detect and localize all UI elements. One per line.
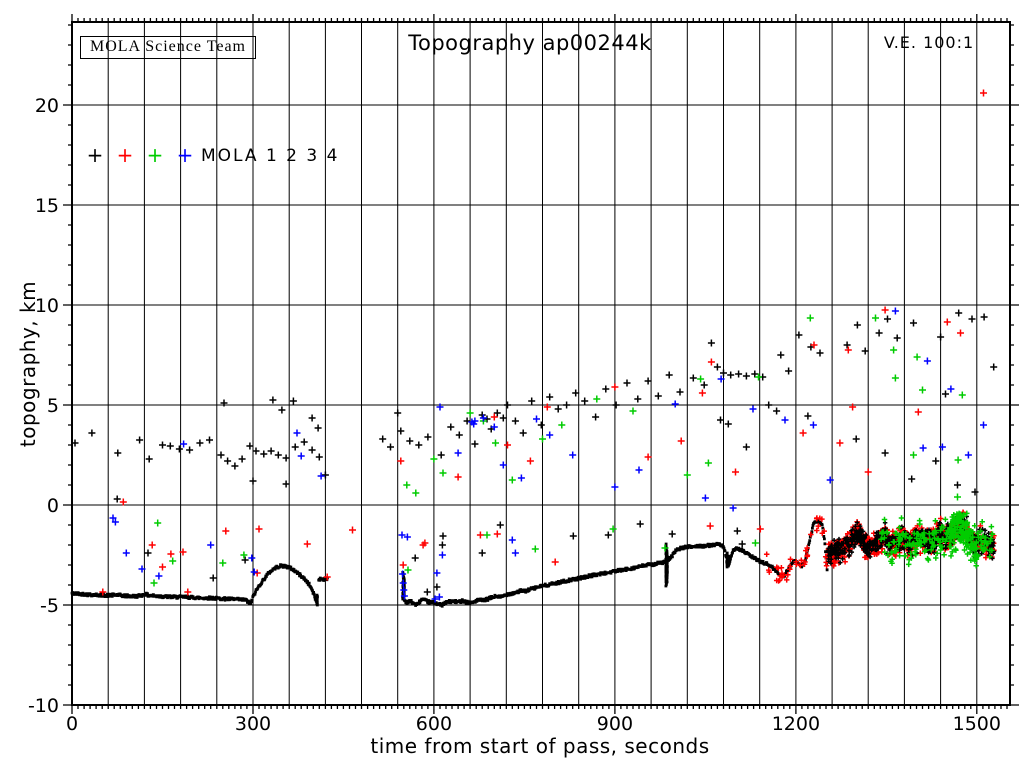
noise-points-ch3 <box>150 314 966 587</box>
noise-points-ch4 <box>109 307 987 603</box>
vertical-exaggeration-label: V.E. 100:1 <box>883 33 975 52</box>
ground-track-series <box>70 518 995 608</box>
noise-band-ch3 <box>947 510 980 569</box>
noise-points-ch2 <box>99 89 987 596</box>
y-tick-label: 10 <box>35 295 59 317</box>
tick-labels: 0 300 600 900 1200 1500 -10 -5 0 5 10 15 20 <box>28 95 1001 735</box>
gridlines <box>72 22 1010 705</box>
y-tick-label: -5 <box>40 595 59 617</box>
watermark-box: MOLA Science Team <box>80 36 256 59</box>
legend-marker-mola2-plus-icon: + <box>116 143 134 167</box>
y-tick-label: 20 <box>35 95 59 117</box>
noise-points-ch1 <box>71 309 998 596</box>
plot-border <box>71 21 1011 706</box>
x-tick-label: 1200 <box>772 713 820 735</box>
x-tick-label: 1500 <box>953 713 1001 735</box>
y-axis-title: topography, km <box>16 280 40 448</box>
legend-marker-mola4-plus-icon: + <box>176 143 194 167</box>
x-tick-label: 300 <box>235 713 271 735</box>
y-tick-label: 15 <box>35 195 59 217</box>
legend-label: MOLA 1 2 3 4 <box>201 146 340 166</box>
noise-band-ch2 <box>763 515 830 584</box>
legend-marker-mola3-plus-icon: + <box>146 143 164 167</box>
x-tick-label: 600 <box>416 713 452 735</box>
y-tick-label: 5 <box>47 395 59 417</box>
legend-marker-mola1-plus-icon: + <box>86 143 104 167</box>
axis-ticks <box>63 14 1019 714</box>
x-tick-label: 900 <box>597 713 633 735</box>
y-tick-label: 0 <box>47 495 59 517</box>
x-tick-label: 0 <box>66 713 78 735</box>
x-axis-title: time from start of pass, seconds <box>370 734 710 758</box>
y-tick-label: -10 <box>28 695 59 717</box>
plot-title: Topography ap00244k <box>408 31 652 55</box>
